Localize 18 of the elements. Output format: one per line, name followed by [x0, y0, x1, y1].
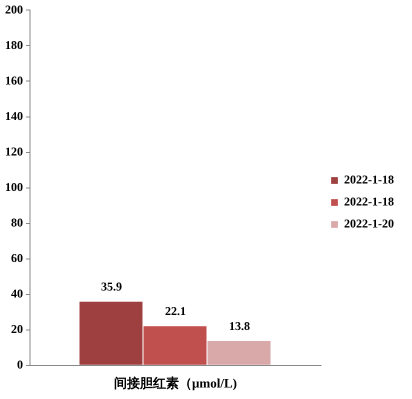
- y-tick-label: 200: [5, 2, 23, 16]
- y-tick-label: 140: [5, 108, 23, 123]
- y-tick-label: 40: [11, 286, 23, 300]
- legend-label: 2022-1-20: [344, 216, 394, 231]
- data-label: 22.1: [165, 304, 186, 318]
- data-label: 35.9: [100, 280, 122, 294]
- y-tick-label: 180: [5, 38, 23, 52]
- y-tick-label: 100: [5, 180, 23, 194]
- x-tick-label: 间接胆红素（μmol/L): [114, 376, 237, 391]
- y-tick-label: 20: [11, 322, 23, 336]
- y-tick-label: 60: [11, 250, 23, 265]
- data-label: 13.8: [229, 318, 250, 333]
- y-tick-label: 160: [5, 73, 23, 88]
- y-tick-label: 80: [11, 215, 23, 230]
- y-tick-label: 120: [5, 144, 23, 158]
- legend-label: 2022-1-18: [344, 194, 394, 209]
- legend-label: 2022-1-18: [344, 172, 394, 187]
- y-tick-label: 0: [17, 357, 23, 372]
